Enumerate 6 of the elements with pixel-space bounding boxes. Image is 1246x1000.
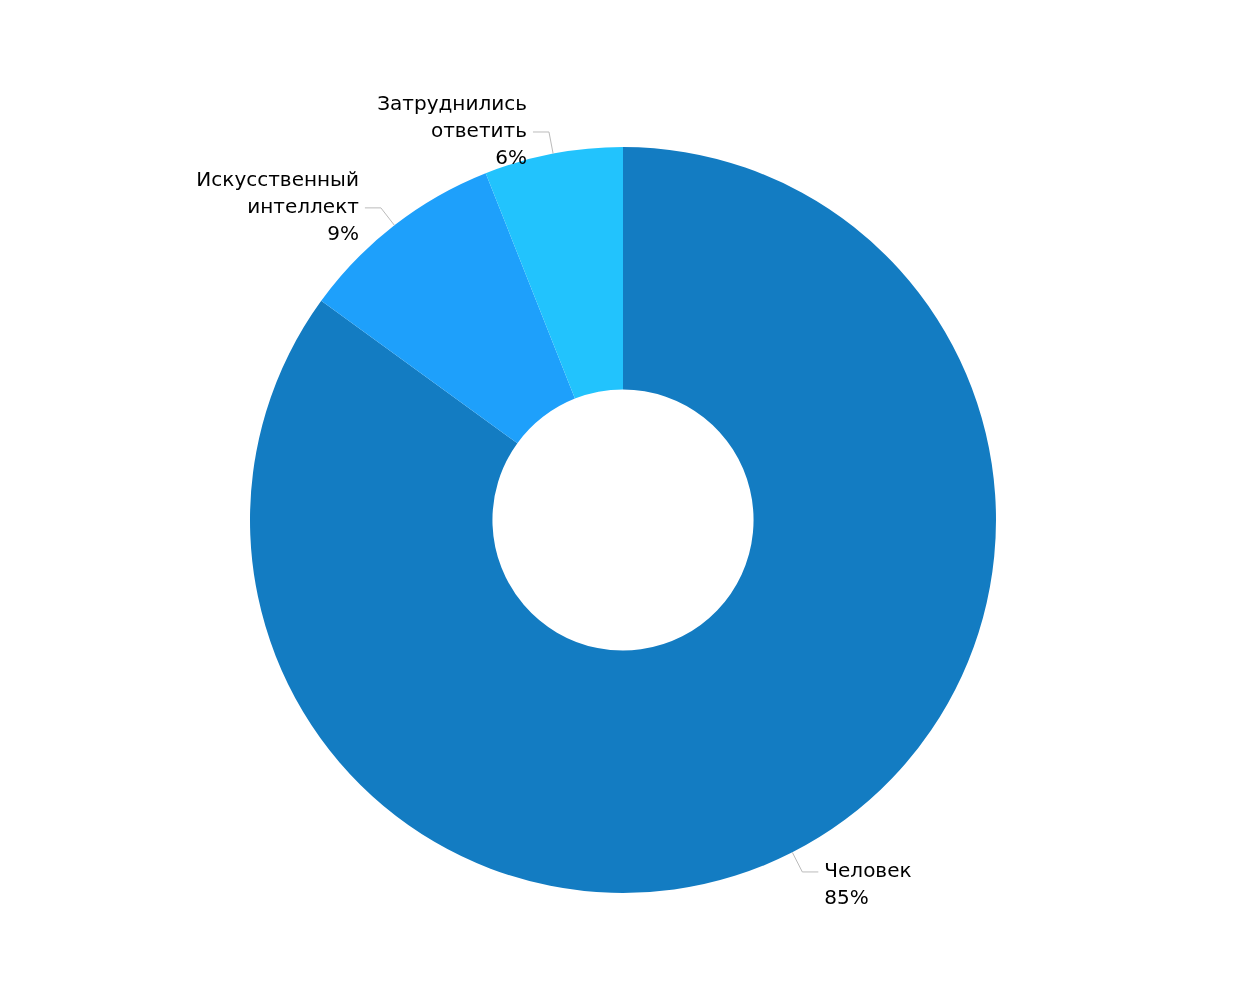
data-label: 6% [495,145,527,170]
data-label: 9% [327,221,359,246]
data-label: 85% [824,885,869,910]
slice-label: Затруднились ответить [377,91,527,143]
slice-label: Искусственный интеллект [196,167,360,219]
slice-label: Человек [824,858,912,883]
